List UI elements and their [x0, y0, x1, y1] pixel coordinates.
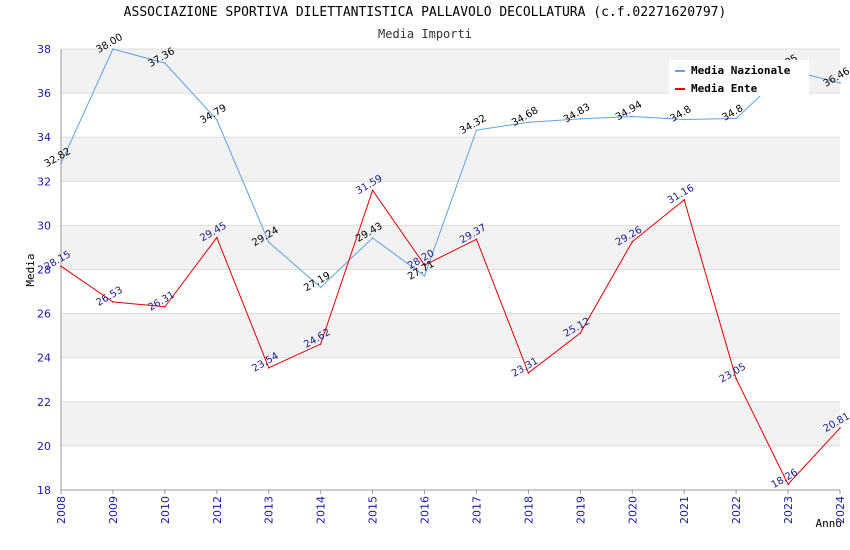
grid-band [61, 401, 840, 446]
data-point [683, 199, 685, 201]
data-point [60, 162, 62, 165]
data-point [631, 240, 634, 243]
x-tick-label: 2022 [730, 496, 743, 524]
chart-subtitle: Media Importi [378, 27, 472, 41]
data-point [735, 117, 737, 120]
data-label: 34.83 [562, 102, 592, 126]
y-tick-label: 24 [37, 352, 51, 365]
x-tick-label: 2012 [211, 496, 224, 524]
x-tick-label: 2009 [107, 496, 120, 524]
x-tick-label: 2016 [419, 496, 432, 524]
grid-lines [61, 48, 840, 491]
x-tick-label: 2014 [315, 496, 328, 524]
y-tick-label: 34 [37, 131, 51, 144]
legend-swatch-media-ente [675, 88, 685, 90]
data-point [475, 129, 478, 131]
data-label: 27.19 [302, 270, 332, 294]
data-point [216, 118, 218, 121]
legend-label-media-ente: Media Ente [691, 82, 758, 95]
data-point [164, 62, 166, 64]
data-point [112, 48, 114, 50]
y-tick-label: 26 [37, 308, 51, 321]
data-point [579, 118, 582, 120]
y-tick-label: 36 [37, 87, 51, 100]
data-point [527, 121, 530, 124]
series-line-media-ente [60, 189, 841, 486]
grid-bands [61, 49, 840, 446]
grid-band [61, 313, 840, 358]
x-tick-label: 2019 [574, 496, 587, 524]
y-tick-label: 38 [37, 43, 51, 56]
data-point [319, 343, 322, 345]
y-tick-label: 20 [37, 440, 51, 453]
x-axis-title: Anno [816, 517, 843, 530]
data-label: 23.31 [510, 356, 540, 380]
x-tick-label: 2020 [626, 496, 639, 524]
legend-swatch-media-nazionale [675, 70, 685, 72]
data-point [527, 372, 530, 374]
data-label: 34.68 [510, 105, 540, 129]
data-point [423, 264, 426, 266]
data-point [735, 377, 737, 380]
x-tick-label: 2017 [470, 496, 483, 524]
chart-title: ASSOCIAZIONE SPORTIVA DILETTANTISTICA PA… [123, 5, 727, 20]
grid-band [61, 137, 840, 182]
data-point [683, 118, 685, 121]
legend: Media Nazionale Media Ente [669, 60, 809, 96]
data-label: 34.8 [669, 104, 694, 125]
data-label: 34.94 [614, 99, 644, 123]
series-line-media-nazionale [60, 48, 841, 289]
x-tick-label: 2024 [834, 496, 847, 524]
data-point [267, 241, 270, 243]
data-point [839, 82, 841, 84]
data-point [112, 301, 114, 303]
data-point [371, 189, 374, 192]
data-label: 18.26 [770, 467, 800, 491]
data-point [267, 367, 270, 369]
data-point [631, 115, 634, 118]
data-label: 34.32 [458, 113, 488, 137]
data-point [475, 238, 478, 241]
x-tick-label: 2013 [263, 496, 276, 524]
x-tick-label: 2008 [55, 496, 68, 524]
y-tick-label: 18 [37, 484, 51, 497]
legend-item-media-nazionale: Media Nazionale [675, 63, 790, 79]
x-tick-label: 2021 [678, 496, 691, 524]
series-lines [60, 48, 841, 486]
legend-item-media-ente: Media Ente [675, 81, 757, 97]
y-axis-title: Media [24, 253, 37, 286]
data-point [164, 305, 166, 308]
data-label: 23.05 [718, 362, 748, 386]
x-tick-label: 2018 [522, 496, 535, 524]
x-tick-label: 2023 [782, 496, 795, 524]
x-tick-label: 2010 [159, 496, 172, 524]
data-point [787, 483, 789, 486]
y-tick-label: 22 [37, 396, 51, 409]
data-point [216, 236, 218, 239]
data-point [319, 286, 322, 289]
data-point [579, 332, 582, 334]
data-label: 34.8 [720, 103, 745, 124]
data-label: 34.79 [198, 103, 228, 127]
grid-band [61, 225, 840, 270]
data-point [60, 265, 62, 267]
legend-label-media-nazionale: Media Nazionale [691, 64, 791, 77]
y-tick-label: 32 [37, 175, 51, 188]
data-point [371, 237, 374, 239]
data-label: 26.31 [146, 290, 176, 314]
y-tick-label: 30 [37, 219, 51, 232]
data-point [839, 427, 841, 429]
x-tick-label: 2015 [367, 496, 380, 524]
data-point [423, 275, 426, 277]
y-tick-label: 28 [37, 264, 51, 277]
data-label: 26.53 [95, 285, 125, 309]
